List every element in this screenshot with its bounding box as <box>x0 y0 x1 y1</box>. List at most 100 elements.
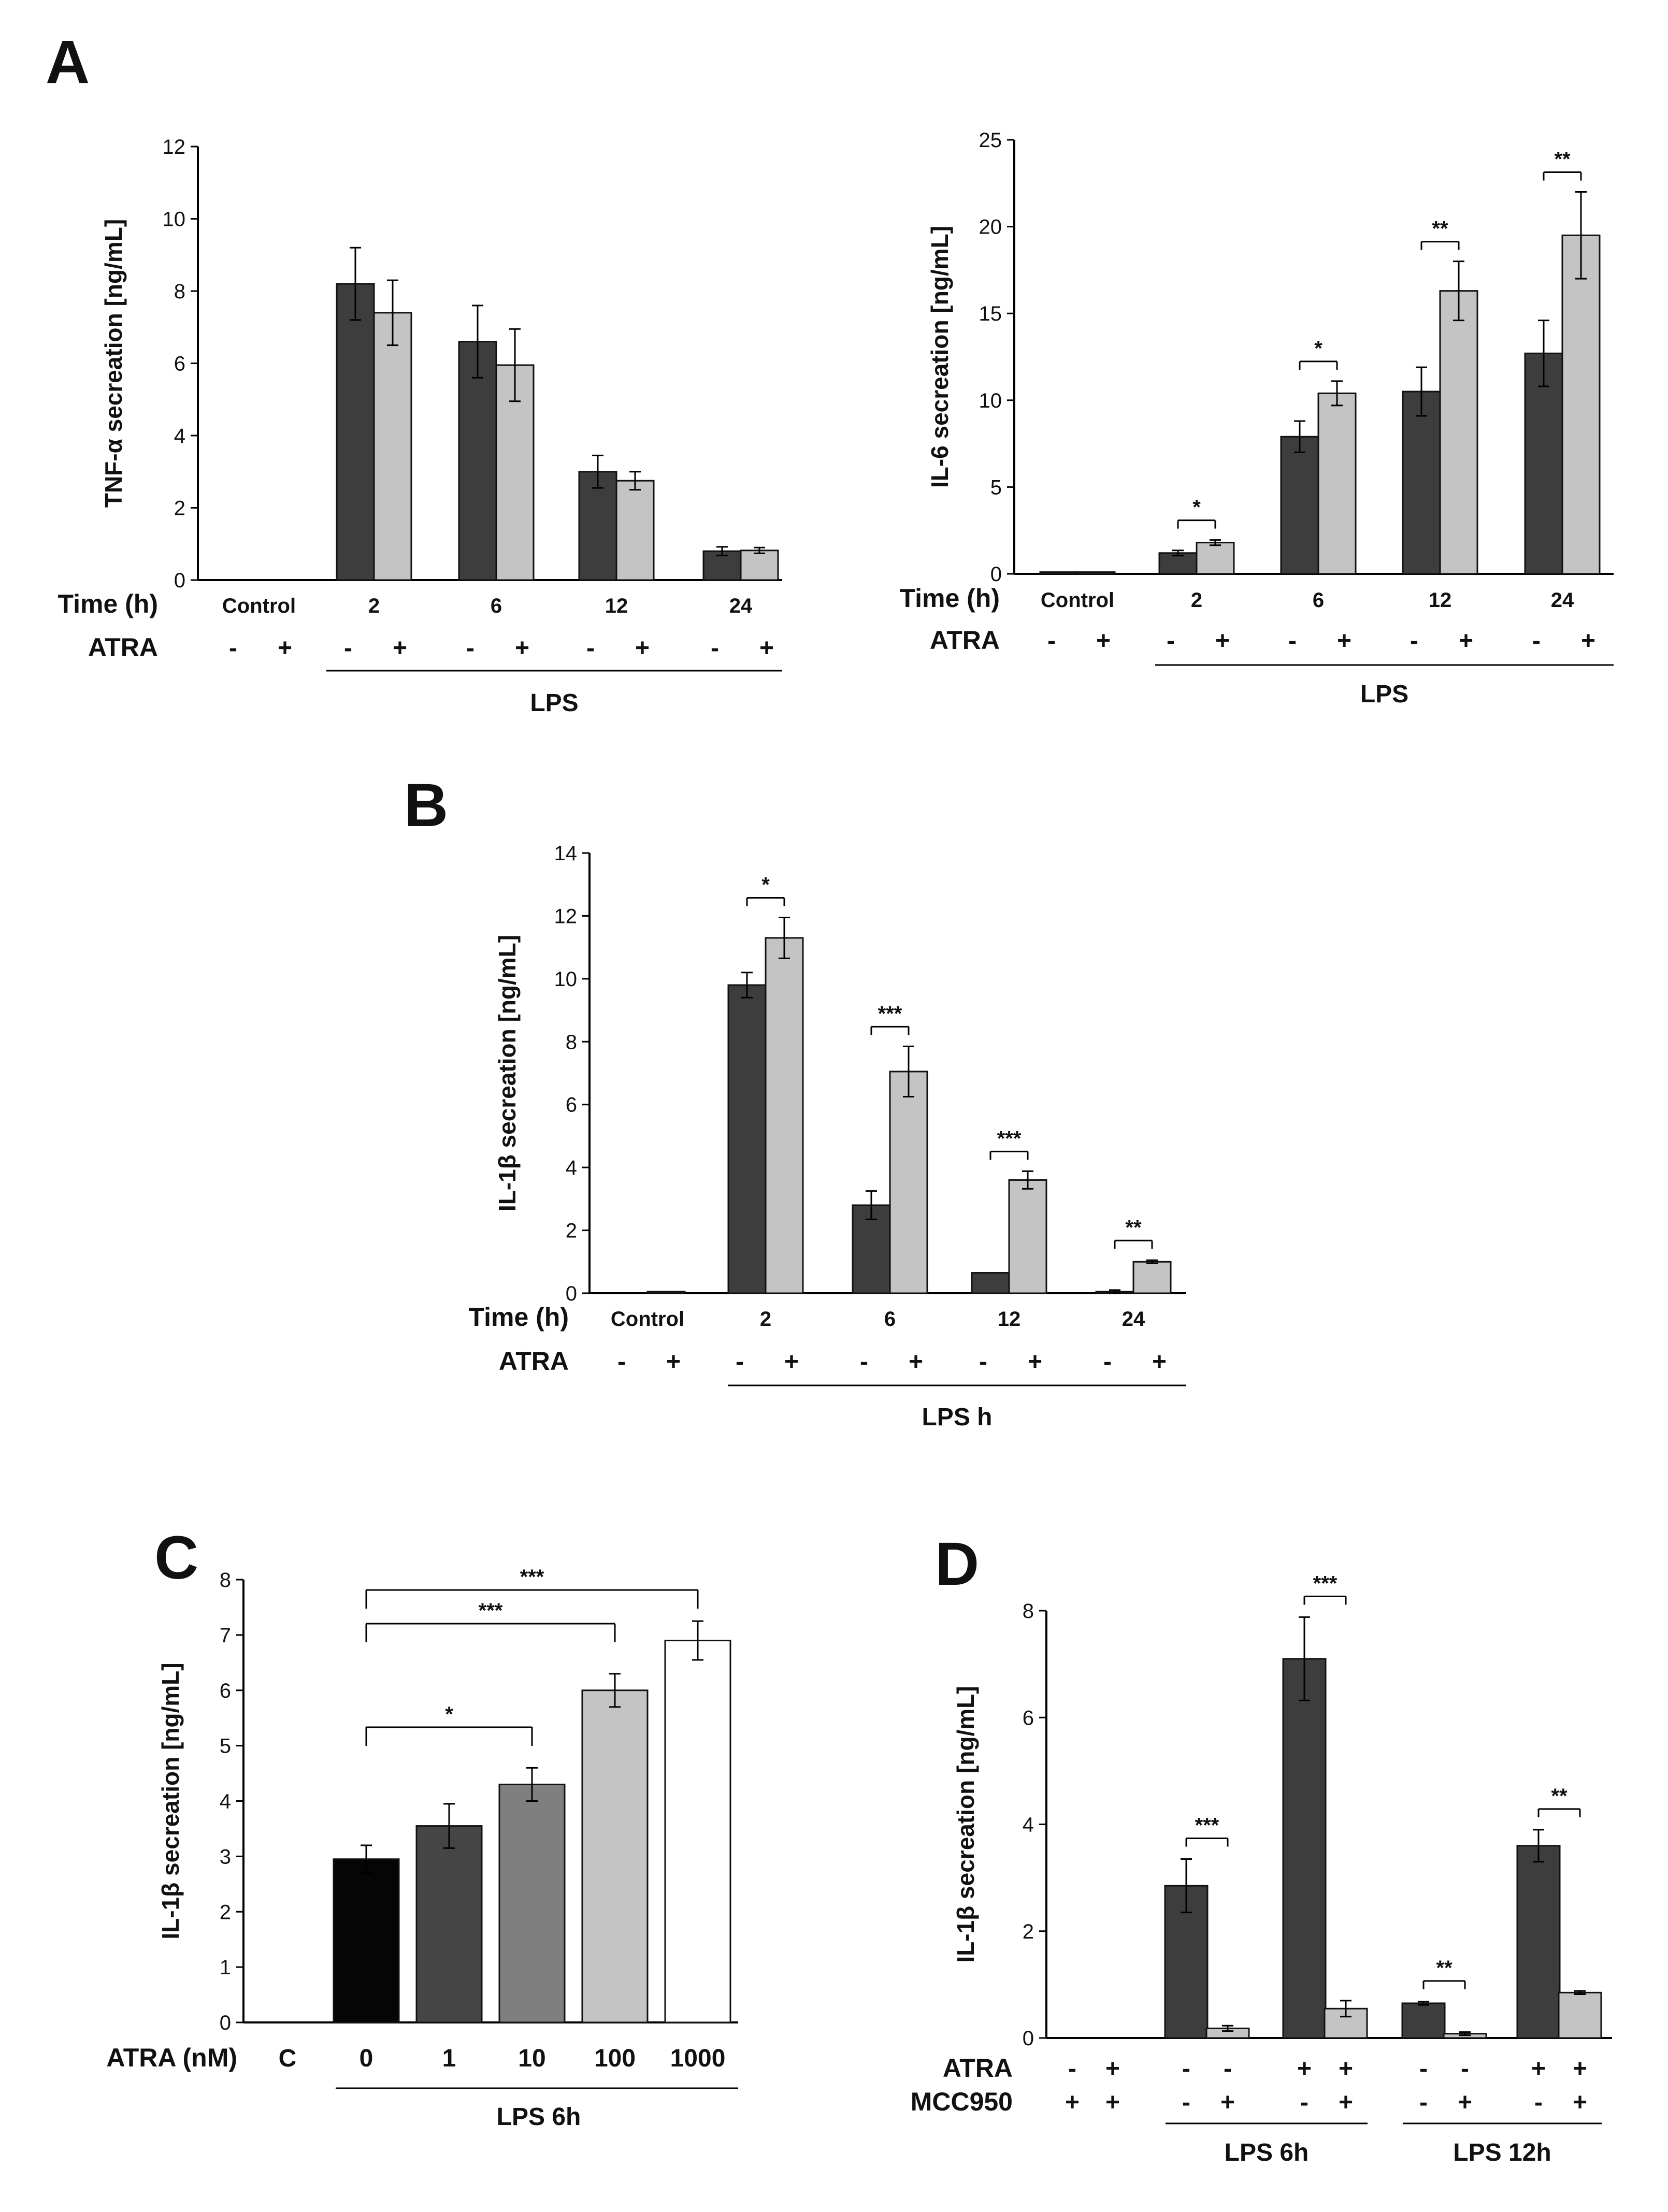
bar-atra-plus <box>1076 571 1116 575</box>
bar-atra-plus <box>1196 542 1235 575</box>
atra-sign: + <box>1339 2055 1353 2083</box>
y-tick-label: 3 <box>220 1845 231 1868</box>
y-tick-label: 6 <box>174 353 185 375</box>
atra-sign: + <box>1337 627 1351 655</box>
atra-sign: + <box>909 1348 923 1376</box>
bar-atra-plus <box>1439 290 1478 575</box>
atra-sign: - <box>586 634 595 662</box>
significance-label: * <box>761 873 770 896</box>
group-label-lps: LPS h <box>922 1404 992 1431</box>
atra-sign: - <box>1182 2055 1190 2083</box>
significance-label: *** <box>1195 1814 1219 1837</box>
y-tick-label: 10 <box>979 389 1002 412</box>
group-label-lps: LPS <box>1360 681 1408 708</box>
x-tick-label: Control <box>611 1308 684 1331</box>
atra-sign: + <box>666 1348 681 1376</box>
bar-atra-minus <box>1402 391 1441 575</box>
y-tick-label: 6 <box>566 1094 577 1117</box>
x-tick-label: 12 <box>1429 589 1452 612</box>
atra-sign: + <box>1096 627 1111 655</box>
bar-atra-minus <box>1039 571 1079 575</box>
y-tick-label: 2 <box>174 497 185 520</box>
x-tick-label: Control <box>222 595 296 617</box>
bar-mcc950 <box>1558 1991 1602 2039</box>
panel-c-il1b-dose-chart: C 0 1 2 3 4 5 6 7 8 IL-1β secreation [ng/mL] C 0 1 10 1… <box>106 1524 738 2131</box>
atra-sign: - <box>617 1348 626 1376</box>
bar-mcc950 <box>1282 1658 1327 2039</box>
mcc950-sign: + <box>1458 2089 1472 2116</box>
row-label-time: Time (h) <box>57 589 158 618</box>
significance-label: *** <box>878 1002 902 1025</box>
panel-letter: B <box>404 771 448 840</box>
x-tick-label: 12 <box>998 1308 1021 1331</box>
mcc950-sign: + <box>1065 2089 1080 2116</box>
bar-mcc950 <box>1401 2002 1446 2039</box>
x-tick-label: 100 <box>594 2045 636 2072</box>
y-tick-label: 12 <box>554 905 578 928</box>
atra-sign: + <box>278 634 292 662</box>
y-tick-label: 15 <box>979 302 1002 325</box>
atra-sign: + <box>1297 2055 1312 2083</box>
atra-sign: - <box>1288 627 1297 655</box>
bar-atra-minus <box>971 1272 1010 1294</box>
panel-letter: D <box>935 1530 979 1598</box>
y-tick-label: 0 <box>1023 2027 1034 2050</box>
y-axis-label: IL-6 secreation [ng/mL] <box>926 226 953 488</box>
bar-atra-minus <box>458 341 497 581</box>
atra-sign: + <box>515 634 529 662</box>
y-tick-label: 10 <box>554 968 578 991</box>
y-tick-label: 10 <box>163 208 186 231</box>
y-axis-label: IL-1β secreation [ng/mL] <box>494 935 521 1211</box>
bar-dose <box>333 1858 400 2023</box>
x-tick-label: 2 <box>1191 589 1202 612</box>
atra-sign: + <box>759 634 774 662</box>
row-label-atra: ATRA <box>930 626 1000 655</box>
mcc950-sign: + <box>1105 2089 1120 2116</box>
bar-dose <box>581 1689 649 2023</box>
y-tick-label: 0 <box>566 1282 577 1305</box>
y-tick-label: 4 <box>1023 1814 1034 1837</box>
atra-sign: - <box>1224 2055 1232 2083</box>
y-tick-label: 8 <box>566 1031 577 1053</box>
y-tick-label: 4 <box>174 425 185 447</box>
bar-atra-plus <box>1317 392 1357 575</box>
atra-sign: - <box>860 1348 868 1376</box>
atra-sign: - <box>466 634 474 662</box>
atra-sign: + <box>1573 2055 1587 2083</box>
y-tick-label: 6 <box>1023 1707 1034 1729</box>
x-tick-label: 1000 <box>670 2045 726 2072</box>
y-tick-label: 0 <box>220 2012 231 2034</box>
atra-sign: - <box>1103 1348 1112 1376</box>
significance-label: ** <box>1432 218 1448 240</box>
x-tick-label: 6 <box>1313 589 1324 612</box>
group-label-lps-6h: LPS 6h <box>1225 2139 1309 2166</box>
mcc950-sign: + <box>1339 2089 1353 2116</box>
x-tick-label: 1 <box>442 2045 456 2072</box>
atra-sign: - <box>736 1348 744 1376</box>
row-label-time: Time (h) <box>899 584 1000 613</box>
y-tick-label: 8 <box>174 280 185 303</box>
y-tick-label: 5 <box>990 476 1002 499</box>
significance-label: ** <box>1554 148 1571 171</box>
x-tick-label: 6 <box>491 595 502 617</box>
row-label-time: Time (h) <box>468 1303 569 1332</box>
atra-sign: + <box>1152 1348 1167 1376</box>
bar-atra-plus <box>1132 1261 1172 1294</box>
significance-label: *** <box>520 1566 544 1588</box>
bar-atra-plus <box>615 480 655 581</box>
x-tick-label: Control <box>1041 589 1114 612</box>
x-tick-label: 12 <box>605 595 628 617</box>
significance-label: *** <box>479 1599 503 1622</box>
mcc950-sign: + <box>1220 2089 1235 2116</box>
atra-sign: - <box>229 634 237 662</box>
x-tick-label: C <box>279 2045 297 2072</box>
y-tick-label: 2 <box>566 1220 577 1242</box>
atra-sign: + <box>393 634 407 662</box>
bar-dose <box>664 1640 731 2023</box>
group-label-lps-12h: LPS 12h <box>1453 2139 1551 2166</box>
significance-label: * <box>1314 337 1322 360</box>
y-tick-label: 8 <box>1023 1600 1034 1623</box>
mcc950-sign: - <box>1300 2089 1308 2116</box>
